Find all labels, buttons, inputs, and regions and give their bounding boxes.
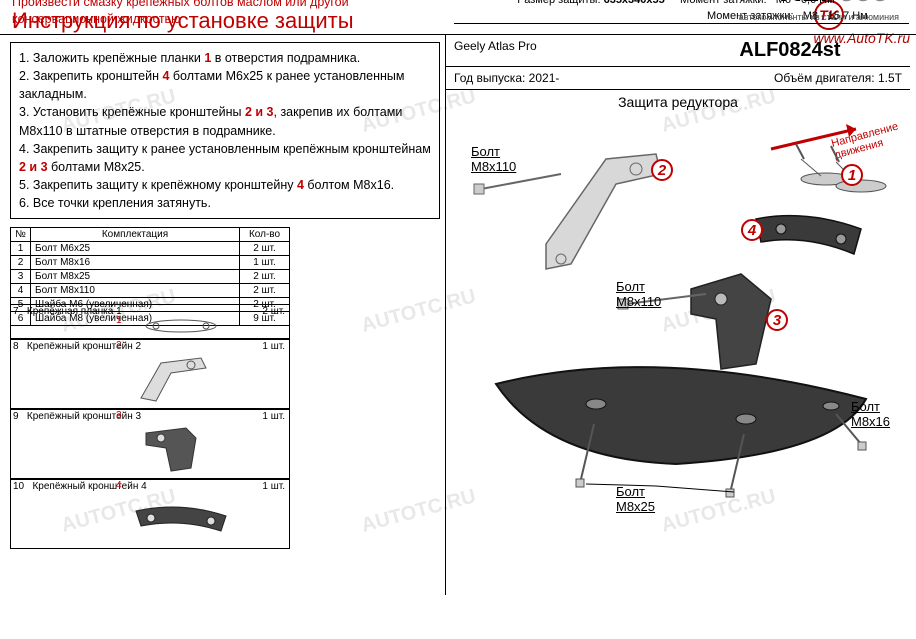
part-code: ALF0824st <box>678 39 902 62</box>
left-column: 1. Заложить крепёжные планки 1 в отверст… <box>10 42 440 326</box>
instruction-2: 2. Закрепить кронштейн 4 болтами М6х25 к… <box>19 67 431 103</box>
callout-3: 3 <box>766 309 788 331</box>
engine: Объём двигателя: 1.5T <box>678 71 902 85</box>
instruction-5: 5. Закрепить защиту к крепёжному кронште… <box>19 176 431 194</box>
col-qty: Кол-во <box>240 228 290 242</box>
table-row: 2Болт М8х161 шт. <box>11 256 290 270</box>
instruction-3: 3. Установить крепёжные кронштейны 2 и 3… <box>19 103 431 139</box>
table-header-row: № Комплектация Кол-во <box>11 228 290 242</box>
part-illus-9: 9 Крепёжный кронштейн 3 1 шт. 3 <box>10 409 290 479</box>
callout-4: 4 <box>741 219 763 241</box>
meta-row-1: Geely Atlas Pro ALF0824st <box>446 35 910 66</box>
diagram: Направление движения <box>446 114 911 504</box>
warning-text: Произвести смазку крепёжных болтов масло… <box>12 0 432 28</box>
instruction-4: 4. Закрепить защиту к ранее установленны… <box>19 140 431 176</box>
bolt-label-m8x16: Болт М8х16 <box>851 399 890 429</box>
part-illus-8: 8 Крепёжный кронштейн 2 1 шт. 2 <box>10 339 290 409</box>
bolt-label-m8x25: Болт М8х25 <box>616 484 655 514</box>
logo-tagline: автокомпоненты из стали и алюминия <box>739 11 899 24</box>
table-row: 4Болт М8х1102 шт. <box>11 284 290 298</box>
table-row: 1Болт М6х252 шт. <box>11 242 290 256</box>
section-title: Защита редуктора <box>446 90 910 114</box>
instruction-1: 1. Заложить крепёжные планки 1 в отверст… <box>19 49 431 67</box>
part-illus-10: 10 Крепёжный кронштейн 4 1 шт. 4 <box>10 479 290 549</box>
year: Год выпуска: 2021- <box>454 71 678 85</box>
bottom-info: 🔧 Вес защиты: 2,1 кг Вес комплектации: 1… <box>454 23 909 30</box>
part-illus-7: 7 Крепёжная планка 1 2 шт. 1 <box>10 304 290 339</box>
right-column: Geely Atlas Pro ALF0824st Год выпуска: 2… <box>445 35 910 595</box>
callout-2: 2 <box>651 159 673 181</box>
model: Geely Atlas Pro <box>454 39 678 62</box>
logo-text: ALFeco® <box>739 0 899 11</box>
callout-1: 1 <box>841 164 863 186</box>
instructions-box: 1. Заложить крепёжные планки 1 в отверст… <box>10 42 440 219</box>
meta-row-2: Год выпуска: 2021- Объём двигателя: 1.5T <box>446 66 910 90</box>
bolt-label-m8x110-1: Болт М8х110 <box>471 144 516 174</box>
col-name: Комплектация <box>31 228 240 242</box>
col-num: № <box>11 228 31 242</box>
table-row: 3Болт М8х252 шт. <box>11 270 290 284</box>
bolt-label-m8x110-2: Болт М8х110 <box>616 279 661 309</box>
skid-plate-icon <box>456 124 896 504</box>
instruction-6: 6. Все точки крепления затянуть. <box>19 194 431 212</box>
brand-logo: ALFeco® автокомпоненты из стали и алюмин… <box>739 0 899 24</box>
